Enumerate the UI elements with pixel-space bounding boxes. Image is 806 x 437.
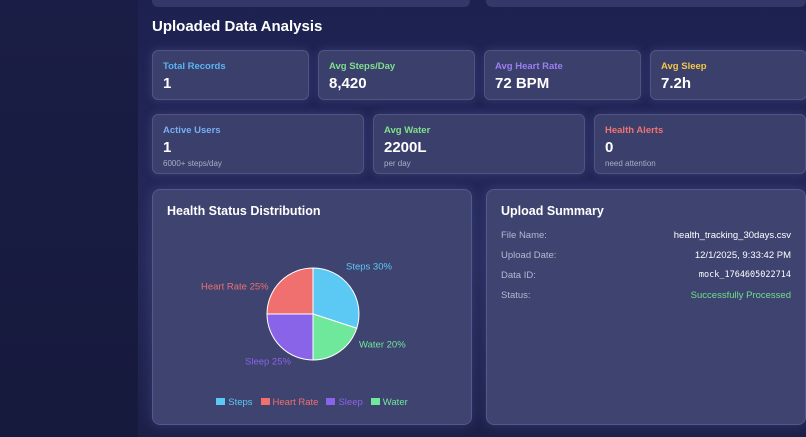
sidebar — [0, 0, 138, 437]
pie-panel: Health Status Distribution Steps 30% Hear… — [152, 189, 472, 425]
stat-note: per day — [384, 159, 411, 168]
stat-label: Total Records — [163, 61, 226, 72]
legend-label: Steps — [228, 397, 253, 408]
pie-slice — [312, 313, 358, 361]
stat-value: 8,420 — [329, 75, 367, 92]
legend-swatch — [260, 398, 270, 405]
stat-note: 6000+ steps/day — [163, 159, 222, 168]
slice-label: Steps 30% — [346, 262, 392, 273]
legend-label: Water — [382, 397, 408, 408]
stat-card: Avg Heart Rate 72 BPM — [484, 50, 641, 100]
summary-key: Data ID: — [501, 270, 536, 281]
stat-label: Avg Steps/Day — [329, 61, 396, 72]
stat-value: 72 BPM — [495, 75, 550, 92]
summary-value: Successfully Processed — [690, 290, 791, 301]
summary-row: Data ID: mock_1764605022714 — [501, 270, 791, 281]
chart-title: Health Status Distribution — [167, 204, 321, 218]
upload-summary: Upload Summary File Name: health_tracking… — [486, 189, 806, 425]
stat-label: Avg Sleep — [661, 61, 707, 72]
slice-label: Water 20% — [359, 340, 406, 351]
summary-key: Upload Date: — [501, 250, 557, 261]
stat-label: Health Alerts — [605, 125, 664, 136]
pie-slice — [266, 313, 314, 361]
stat-value: 7.2h — [661, 75, 692, 92]
stat-card: Total Records 1 — [152, 50, 309, 100]
summary-row: Status: Successfully Processed — [501, 290, 791, 301]
legend-label: Heart Rate — [272, 397, 319, 408]
legend-label: Sleep — [338, 397, 363, 408]
stat-value: 0 — [605, 139, 614, 156]
slice-label: Sleep 25% — [245, 357, 292, 368]
summary-value: 12/1/2025, 9:33:42 PM — [694, 250, 791, 261]
stat-label: Active Users — [163, 125, 221, 136]
summary-title: Upload Summary — [501, 204, 604, 218]
slice-label: Heart Rate 25% — [201, 282, 269, 293]
summary-row: Upload Date: 12/1/2025, 9:33:42 PM — [501, 250, 791, 261]
stat-card: Avg Steps/Day 8,420 — [318, 50, 475, 100]
summary-value: mock_1764605022714 — [698, 270, 791, 280]
legend-item: Heart Rate — [260, 397, 319, 408]
stat-card: Health Alerts 0 need attention — [594, 114, 806, 174]
stat-value: 2200L — [384, 139, 427, 156]
stat-value: 1 — [163, 139, 172, 156]
stat-label: Avg Heart Rate — [495, 61, 563, 72]
legend: Steps Heart Rate Sleep Water — [153, 397, 471, 408]
legend-item: Sleep — [326, 397, 363, 408]
stat-value: 1 — [163, 75, 172, 92]
summary-key: Status: — [501, 290, 531, 301]
stat-card: Avg Sleep 7.2h — [650, 50, 806, 100]
summary-value: health_tracking_30days.csv — [673, 230, 791, 241]
pie-chart: Steps 30% Heart Rate 25% Sleep 25% Water 20… — [201, 262, 406, 368]
summary-row: File Name: health_tracking_30days.csv — [501, 230, 791, 241]
legend-swatch — [370, 398, 380, 405]
legend-swatch — [326, 398, 336, 405]
legend-item: Water — [370, 397, 408, 408]
stat-note: need attention — [605, 159, 656, 168]
page-title: Uploaded Data Analysis — [152, 18, 323, 35]
top-panel-edge — [486, 0, 806, 7]
stat-label: Avg Water — [384, 125, 431, 136]
stat-card: Active Users 1 6000+ steps/day — [152, 114, 364, 174]
pie-slice — [266, 267, 314, 315]
stat-card: Avg Water 2200L per day — [373, 114, 585, 174]
summary-key: File Name: — [501, 230, 547, 241]
legend-swatch — [216, 398, 226, 405]
top-panel-edge — [152, 0, 470, 7]
legend-item: Steps — [216, 397, 253, 408]
pie-slice — [312, 267, 360, 329]
